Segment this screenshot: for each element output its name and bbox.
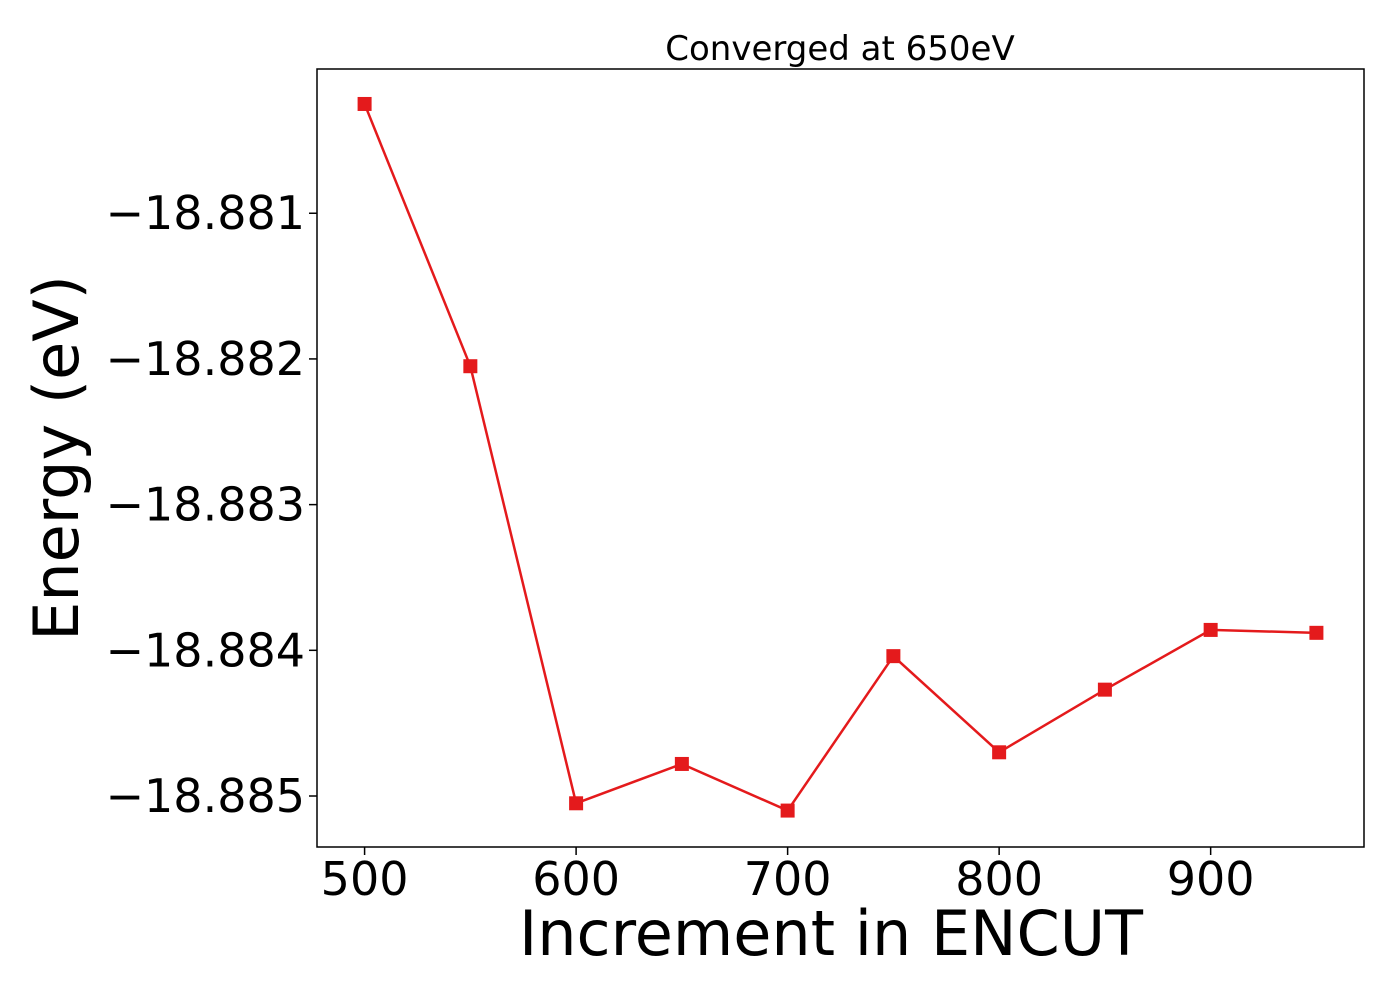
series-line xyxy=(363,103,1317,813)
data-point-marker xyxy=(886,649,901,664)
plot-area: 500 600 700 800 900 −18.881 −18.882 −18.883 −18.… xyxy=(106,96,1324,906)
y-tick-label: −18.881 xyxy=(106,186,306,240)
data-point-marker xyxy=(1203,622,1218,637)
x-axis-title: Increment in ENCUT xyxy=(519,897,1144,970)
x-tick-label: 900 xyxy=(1167,852,1255,906)
plot-frame xyxy=(316,68,1365,848)
data-point-marker xyxy=(674,756,689,771)
data-point-marker xyxy=(569,796,584,811)
data-point-marker xyxy=(1097,682,1112,697)
x-tick-label: 700 xyxy=(744,852,832,906)
x-tick-label: 500 xyxy=(321,852,409,906)
data-point-marker xyxy=(463,359,478,374)
x-tick-label: 800 xyxy=(955,852,1043,906)
y-tick-label: −18.884 xyxy=(106,623,306,677)
data-point-marker xyxy=(992,745,1007,760)
chart-title: Converged at 650eV xyxy=(665,29,1014,69)
x-tick-label: 600 xyxy=(532,852,620,906)
data-point-marker xyxy=(1309,625,1324,640)
y-tick-label: −18.885 xyxy=(106,769,306,823)
data-point-marker xyxy=(780,803,795,818)
y-axis-title: Energy (eV) xyxy=(20,275,93,641)
data-point-marker xyxy=(357,96,372,111)
y-tick-label: −18.883 xyxy=(106,478,306,532)
y-tick-label: −18.882 xyxy=(106,332,306,386)
